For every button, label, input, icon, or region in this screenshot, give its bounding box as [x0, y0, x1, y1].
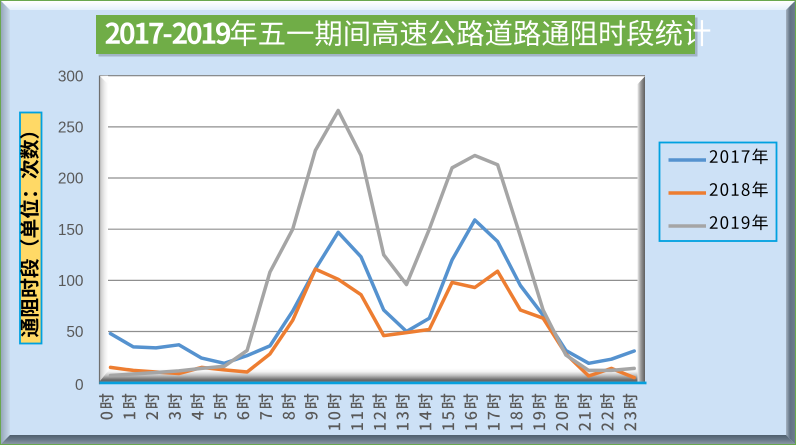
svg-text:150: 150 [58, 222, 84, 239]
svg-text:300: 300 [58, 68, 84, 85]
svg-text:250: 250 [58, 120, 84, 137]
svg-text:100: 100 [58, 273, 84, 290]
svg-text:50: 50 [66, 324, 83, 341]
svg-text:0: 0 [75, 377, 84, 394]
svg-text:200: 200 [58, 171, 84, 188]
